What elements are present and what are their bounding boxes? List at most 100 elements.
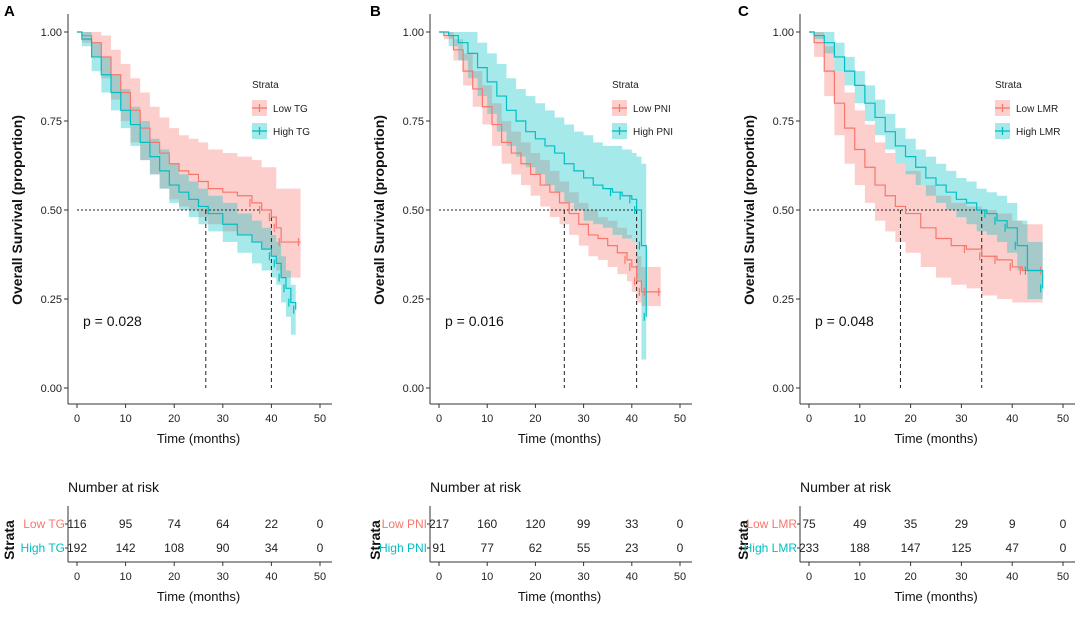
- risk-count: 23: [625, 541, 639, 555]
- risk-x-tick-label: 20: [904, 571, 916, 583]
- risk-count: 0: [1060, 541, 1067, 555]
- y-tick-label: 0.75: [403, 116, 424, 128]
- risk-count: 90: [216, 541, 230, 555]
- risk-x-tick-label: 10: [854, 571, 866, 583]
- y-tick-label: 0.25: [403, 294, 424, 306]
- risk-count: 33: [625, 517, 639, 531]
- x-tick-label: 20: [529, 413, 541, 425]
- x-tick-label: 30: [217, 413, 229, 425]
- survival-curve-high-lmr: [809, 31, 1044, 289]
- risk-x-tick-label: 30: [217, 571, 229, 583]
- risk-count: 62: [529, 541, 543, 555]
- risk-count: 64: [216, 517, 230, 531]
- risk-count: 47: [1006, 541, 1020, 555]
- risk-x-tick-label: 20: [529, 571, 541, 583]
- risk-count: 55: [577, 541, 591, 555]
- risk-count: 188: [850, 541, 870, 555]
- risk-count: 34: [265, 541, 279, 555]
- x-tick-label: 10: [854, 413, 866, 425]
- risk-table-title: Number at risk: [68, 479, 160, 495]
- risk-x-tick-label: 40: [626, 571, 638, 583]
- risk-count: 0: [1060, 517, 1067, 531]
- legend-label-high-tg: High TG: [273, 127, 310, 138]
- risk-count: 22: [265, 517, 279, 531]
- risk-count: 9: [1009, 517, 1016, 531]
- risk-count: 147: [901, 541, 921, 555]
- legend-title: Strata: [252, 80, 279, 91]
- confidence-band-low-tg: [77, 32, 301, 278]
- risk-count: 233: [799, 541, 819, 555]
- y-tick-label: 0.75: [773, 116, 794, 128]
- p-value: p = 0.016: [445, 313, 504, 329]
- legend-label-high-lmr: High LMR: [1016, 127, 1060, 138]
- risk-row-label: Low LMR: [746, 517, 797, 531]
- y-tick-label: 0.25: [773, 294, 794, 306]
- y-tick-label: 0.50: [773, 205, 794, 217]
- panel-A: A Overall Survival (proportion) 0.00 0.25 0.…: [1, 3, 332, 604]
- y-tick-label: 0.00: [773, 383, 794, 395]
- risk-strata-title: Strata: [367, 520, 383, 560]
- x-tick-label: 50: [314, 413, 326, 425]
- p-value: p = 0.028: [83, 313, 142, 329]
- risk-x-axis-title: Time (months): [157, 589, 240, 604]
- confidence-band-high-pni: [439, 32, 647, 371]
- risk-x-tick-label: 0: [436, 571, 442, 583]
- risk-row-label: Low PNI: [382, 517, 427, 531]
- risk-x-tick-label: 0: [74, 571, 80, 583]
- risk-x-tick-label: 50: [674, 571, 686, 583]
- risk-x-tick-label: 40: [265, 571, 277, 583]
- risk-row-label: High PNI: [379, 541, 427, 555]
- risk-row-label: High LMR: [744, 541, 798, 555]
- y-tick-label: 0.00: [403, 383, 424, 395]
- x-tick-label: 20: [904, 413, 916, 425]
- risk-x-tick-label: 50: [314, 571, 326, 583]
- survival-curve-high-pni: [439, 31, 647, 317]
- x-axis-title: Time (months): [894, 431, 977, 446]
- legend-label-high-pni: High PNI: [633, 127, 673, 138]
- panel-C: C Overall Survival (proportion) 0.00 0.25 0.…: [735, 3, 1075, 604]
- x-tick-label: 10: [481, 413, 493, 425]
- x-tick-label: 0: [806, 413, 812, 425]
- survival-curve-high-tg: [77, 31, 297, 310]
- risk-count: 29: [955, 517, 969, 531]
- risk-count: 160: [477, 517, 497, 531]
- survival-curve-low-tg: [77, 31, 301, 243]
- risk-count: 75: [802, 517, 816, 531]
- x-tick-label: 50: [1057, 413, 1069, 425]
- risk-count: 77: [481, 541, 495, 555]
- y-axis-title: Overall Survival (proportion): [371, 115, 387, 305]
- legend-label-low-tg: Low TG: [273, 104, 308, 115]
- y-tick-label: 0.25: [41, 294, 62, 306]
- x-tick-label: 0: [436, 413, 442, 425]
- risk-count: 91: [432, 541, 446, 555]
- risk-count: 0: [317, 517, 324, 531]
- risk-count: 142: [116, 541, 136, 555]
- risk-row-label: Low TG: [23, 517, 65, 531]
- risk-x-tick-label: 30: [577, 571, 589, 583]
- risk-count: 49: [853, 517, 867, 531]
- x-tick-label: 40: [1006, 413, 1018, 425]
- risk-count: 192: [67, 541, 87, 555]
- risk-x-tick-label: 10: [481, 571, 493, 583]
- risk-count: 0: [677, 541, 684, 555]
- risk-count: 120: [525, 517, 545, 531]
- risk-x-tick-label: 20: [168, 571, 180, 583]
- risk-x-tick-label: 40: [1006, 571, 1018, 583]
- confidence-band-low-pni: [439, 32, 661, 307]
- y-tick-label: 1.00: [41, 27, 62, 39]
- legend-title: Strata: [995, 80, 1022, 91]
- risk-x-tick-label: 0: [806, 571, 812, 583]
- y-tick-label: 0.00: [41, 383, 62, 395]
- x-tick-label: 50: [674, 413, 686, 425]
- panel-letter: C: [738, 3, 749, 20]
- x-tick-label: 0: [74, 413, 80, 425]
- y-tick-label: 0.75: [41, 116, 62, 128]
- risk-count: 0: [677, 517, 684, 531]
- risk-x-tick-label: 50: [1057, 571, 1069, 583]
- panel-B: B Overall Survival (proportion) 0.00 0.25 0.…: [367, 3, 692, 604]
- x-tick-label: 40: [626, 413, 638, 425]
- legend-label-low-pni: Low PNI: [633, 104, 671, 115]
- panel-letter: A: [4, 3, 15, 20]
- legend-label-low-lmr: Low LMR: [1016, 104, 1058, 115]
